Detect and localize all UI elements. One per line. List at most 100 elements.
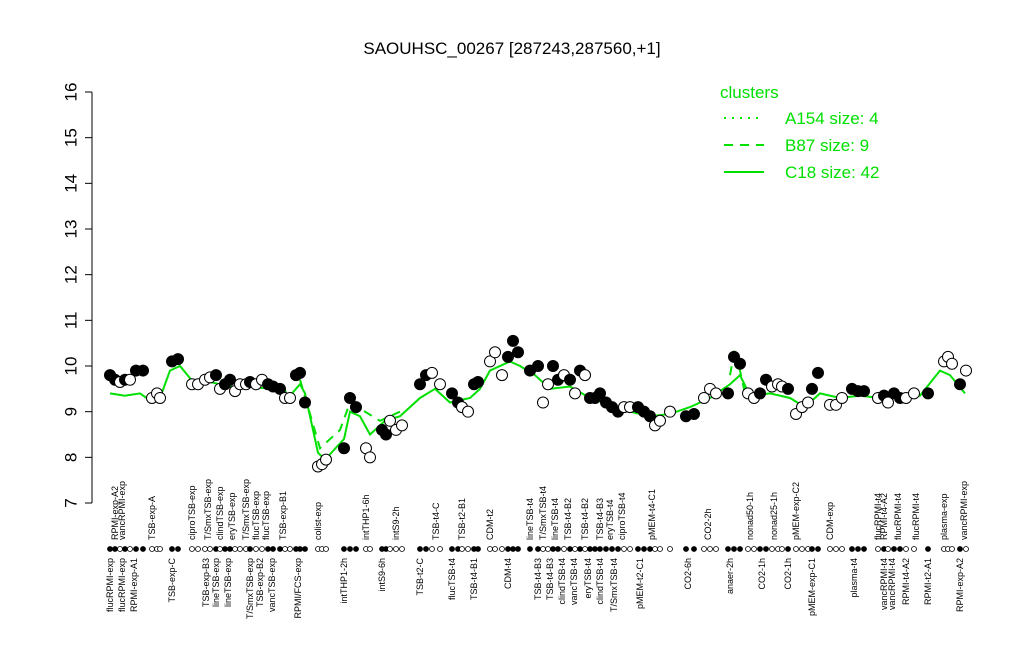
y-tick-label: 11 bbox=[61, 312, 80, 330]
rug-point bbox=[270, 546, 276, 552]
rug-point bbox=[399, 546, 405, 552]
rug-point bbox=[499, 546, 505, 552]
data-point bbox=[507, 334, 519, 347]
rug-point bbox=[253, 546, 259, 552]
data-point bbox=[350, 401, 362, 414]
sample-label: colist-exp bbox=[313, 502, 323, 540]
sample-label: RPMI-t2-A1 bbox=[923, 558, 933, 605]
rug-point bbox=[903, 546, 909, 552]
rug-point bbox=[799, 546, 805, 552]
sample-label: T/SmxTSB-exp bbox=[203, 479, 213, 540]
sample-label: flucTSB-exp bbox=[251, 491, 261, 540]
rug-point bbox=[615, 546, 621, 552]
rug-point bbox=[217, 546, 223, 552]
data-point bbox=[299, 396, 311, 409]
data-point bbox=[654, 414, 666, 427]
rug-point bbox=[189, 546, 195, 552]
rug-point bbox=[449, 546, 455, 552]
y-tick-label: 7 bbox=[61, 498, 80, 507]
rug-point bbox=[737, 546, 743, 552]
sample-label: CDM-exp bbox=[825, 502, 835, 540]
rug-point bbox=[227, 546, 233, 552]
rug-point bbox=[641, 546, 647, 552]
rug-point bbox=[545, 546, 551, 552]
sample-label: RPMI-exp-A2 bbox=[110, 486, 120, 540]
sample-label: CDM-t2 bbox=[485, 509, 495, 540]
rug-point bbox=[627, 546, 633, 552]
rug-point bbox=[195, 546, 201, 552]
rug-point bbox=[793, 546, 799, 552]
rug-point bbox=[550, 546, 556, 552]
data-point bbox=[594, 387, 606, 400]
cluster-line bbox=[299, 347, 746, 451]
sample-label: eryTSB-t4 bbox=[605, 499, 615, 540]
sample-label: TSB-t2-B1 bbox=[457, 498, 467, 540]
rug-point bbox=[505, 546, 511, 552]
data-point bbox=[664, 405, 676, 418]
rug-point bbox=[769, 546, 775, 552]
sample-label: T/SmxTSB-t4 bbox=[609, 558, 619, 612]
data-point bbox=[922, 387, 934, 400]
rug-point bbox=[763, 546, 769, 552]
rug-point bbox=[423, 546, 429, 552]
sample-label: TSB-exp-B1 bbox=[278, 491, 288, 540]
data-point bbox=[496, 369, 508, 382]
y-tick-label: 16 bbox=[61, 83, 80, 102]
sample-label: TSB-t4-B2 bbox=[563, 498, 573, 540]
sample-label: clindTSB-t4 bbox=[595, 558, 605, 605]
rug-point bbox=[657, 546, 663, 552]
sample-label: TSB-exp-C bbox=[167, 558, 177, 603]
rug-point bbox=[949, 546, 955, 552]
sample-label: nonad50-1h bbox=[745, 492, 755, 540]
rug-point bbox=[510, 546, 516, 552]
data-point bbox=[812, 366, 824, 379]
sample-label: clindTSB-t4 bbox=[557, 558, 567, 605]
sample-label: TSB-t4-B2 bbox=[580, 498, 590, 540]
sample-label: plasma-t4 bbox=[849, 558, 859, 598]
rug-point bbox=[140, 546, 146, 552]
data-point bbox=[380, 428, 392, 441]
data-point bbox=[960, 364, 972, 377]
rug-point bbox=[222, 546, 228, 552]
data-point bbox=[722, 387, 734, 400]
rug-point bbox=[133, 546, 139, 552]
rug-point bbox=[839, 546, 845, 552]
rug-point bbox=[925, 546, 931, 552]
rug-point bbox=[540, 546, 546, 552]
sample-label: vancRPMI-t4 bbox=[879, 558, 889, 610]
rug-point bbox=[515, 546, 521, 552]
legend-label: A154 size: 4 bbox=[785, 109, 879, 128]
rug-point bbox=[691, 546, 697, 552]
sample-label: CO2-1h bbox=[757, 558, 767, 590]
rug-point bbox=[341, 546, 347, 552]
rug-point bbox=[282, 546, 288, 552]
sample-label: pMEM-exp-C1 bbox=[807, 558, 817, 616]
sample-label: TSB-exp-B3 bbox=[201, 558, 211, 607]
data-point bbox=[802, 396, 814, 409]
rug-point bbox=[572, 546, 578, 552]
rug-point bbox=[323, 546, 329, 552]
sample-label: vancTSB-exp bbox=[267, 558, 277, 612]
rug-point bbox=[535, 546, 541, 552]
sample-label: TSB-exp-A bbox=[147, 496, 157, 540]
rug-point bbox=[387, 546, 393, 552]
data-point bbox=[426, 366, 438, 379]
data-point bbox=[124, 373, 136, 386]
rug-point bbox=[122, 546, 128, 552]
data-point bbox=[954, 378, 966, 391]
rug-point bbox=[849, 546, 855, 552]
data-point bbox=[532, 360, 544, 372]
sample-label: lineTSB-exp bbox=[211, 558, 221, 607]
rug-point bbox=[237, 546, 243, 552]
rug-point bbox=[731, 546, 737, 552]
chart-title: SAOUHSC_00267 [287243,287560,+1] bbox=[363, 39, 660, 58]
rug-point bbox=[287, 546, 293, 552]
rug-point bbox=[127, 546, 133, 552]
rug-point bbox=[603, 546, 609, 552]
rug-point bbox=[875, 546, 881, 552]
rug-point bbox=[963, 546, 969, 552]
sample-label: eryTSB-t4 bbox=[583, 558, 593, 599]
data-point bbox=[224, 373, 236, 386]
sample-label: ciproTSB-exp bbox=[187, 485, 197, 540]
